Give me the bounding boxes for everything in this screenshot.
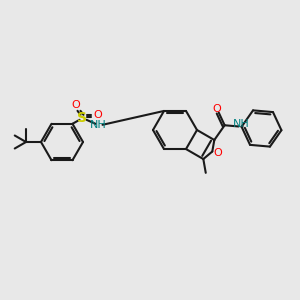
- Text: O: O: [71, 100, 80, 110]
- Text: O: O: [213, 104, 221, 114]
- Text: NH: NH: [90, 120, 107, 130]
- Text: O: O: [213, 148, 222, 158]
- Text: NH: NH: [233, 119, 250, 130]
- Text: S: S: [77, 111, 88, 125]
- Text: O: O: [93, 110, 102, 120]
